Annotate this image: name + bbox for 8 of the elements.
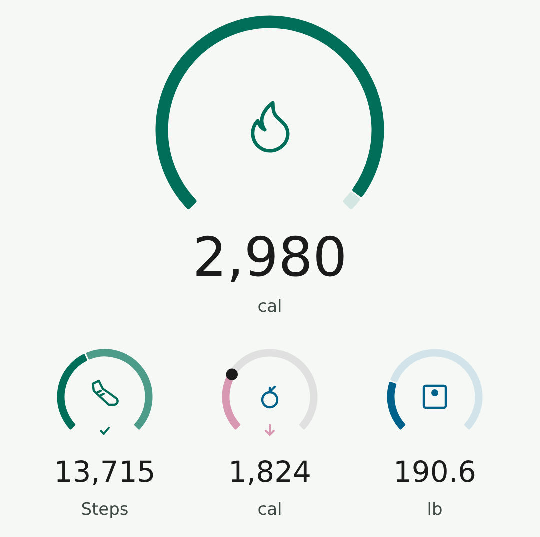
text: lb [427,500,443,520]
text: Steps [81,500,129,520]
text: 1,824 [228,455,312,489]
text: cal [258,297,282,317]
text: 2,980 [192,226,348,289]
text: 190.6 [393,455,477,489]
text: cal [258,500,282,520]
text: 13,715 [54,455,156,489]
